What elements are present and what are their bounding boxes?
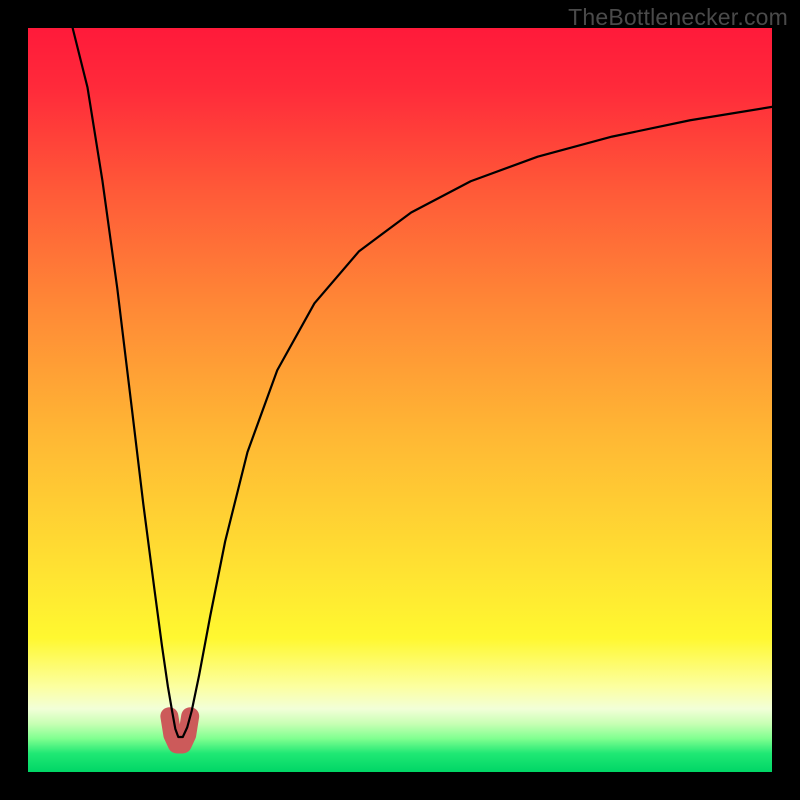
bottleneck-curve-chart — [28, 28, 772, 772]
watermark-text: TheBottlenecker.com — [568, 4, 788, 31]
chart-frame: TheBottlenecker.com — [0, 0, 800, 800]
gradient-background — [28, 28, 772, 772]
plot-area — [28, 28, 772, 772]
